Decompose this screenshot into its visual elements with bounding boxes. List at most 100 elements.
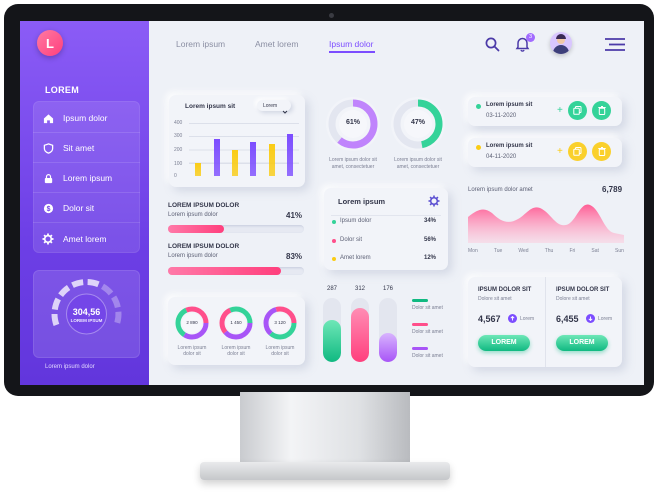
donut-chart-2 xyxy=(391,97,445,151)
stat-1-subtitle: Dolore sit amet xyxy=(478,296,512,302)
donut-2-caption: Lorem ipsum dolor sit amet, consectetuer xyxy=(394,157,442,170)
bar xyxy=(231,149,238,176)
home-icon xyxy=(33,113,63,124)
gear-icon xyxy=(33,233,63,245)
stat-1-button[interactable]: LOREM xyxy=(478,335,530,351)
gauge-segment xyxy=(71,279,84,288)
legend-dot xyxy=(332,257,336,261)
pill-2-fill xyxy=(351,307,369,362)
progress-2-percent: 83% xyxy=(286,252,303,261)
gauge-segment xyxy=(100,283,114,296)
sidebar-item-lorem-ipsum[interactable]: Lorem ipsum xyxy=(33,164,140,193)
bell-icon[interactable] xyxy=(515,36,530,57)
stat-2-value: 6,455 xyxy=(556,314,579,324)
sidebar-item-sit-amet[interactable]: Sit amet xyxy=(33,134,140,163)
trash-icon xyxy=(597,106,606,115)
small-donut-2-caption: Lorem ipsum dolor sit xyxy=(221,345,251,357)
gauge-label: LOREM IPSUM xyxy=(70,318,103,323)
x-tick: Sun xyxy=(615,248,624,254)
gauge-segment xyxy=(58,284,71,298)
bar-plot-area xyxy=(189,123,299,176)
event-dot xyxy=(476,104,481,109)
arrow-down-icon xyxy=(586,314,595,323)
monitor-base xyxy=(200,462,450,480)
bar xyxy=(268,144,275,176)
event-date: 03-11-2020 xyxy=(486,113,517,119)
gauge-segment xyxy=(51,313,60,326)
area-chart xyxy=(468,204,624,243)
sidebar-item-dolor-sit[interactable]: $ Dolor sit xyxy=(33,194,140,223)
legend-label: Amet lorem xyxy=(340,255,371,261)
delete-button[interactable] xyxy=(592,101,611,120)
plus-icon[interactable]: + xyxy=(557,146,563,157)
dropdown-value: Lorem xyxy=(263,103,278,109)
stats-card: IPSUM DOLOR SIT Dolore sit amet 4,567 Lo… xyxy=(468,277,622,367)
copy-icon xyxy=(573,106,582,115)
progress-2-track xyxy=(168,267,304,275)
hamburger-menu-icon[interactable] xyxy=(605,38,625,56)
legend-value: 12% xyxy=(424,255,437,261)
pill-1-value: 287 xyxy=(326,286,337,292)
nav-tab-amet-lorem[interactable]: Amet lorem xyxy=(255,39,299,49)
event-dot xyxy=(476,145,481,150)
sidebar-footer: Lorem ipsum dolor xyxy=(45,364,95,370)
svg-text:$: $ xyxy=(46,205,50,212)
logo[interactable]: L xyxy=(37,30,63,56)
chevron-down-icon xyxy=(282,102,288,120)
event-date: 04-11-2020 xyxy=(486,154,517,160)
sidebar-menu: Ipsum dolor Sit amet Lorem ipsum $ Dolor… xyxy=(33,101,140,253)
legend-value: 56% xyxy=(424,237,437,243)
period-dropdown[interactable]: Lorem xyxy=(257,100,291,114)
y-tick: 300 xyxy=(174,133,183,139)
y-tick: 400 xyxy=(174,120,183,126)
pill-3-fill xyxy=(379,333,397,362)
small-donut-3-caption: Lorem ipsum dolor sit xyxy=(265,345,295,357)
arrow-up-icon xyxy=(508,314,517,323)
small-donut-2-value: 1 450 xyxy=(230,320,242,325)
dollar-icon: $ xyxy=(33,203,63,214)
pill-3-value: 176 xyxy=(382,286,393,292)
copy-icon xyxy=(573,147,582,156)
sidebar-title: LOREM xyxy=(45,85,79,95)
sidebar-item-amet-lorem[interactable]: Amet lorem xyxy=(33,224,140,253)
event-card-1: Lorem ipsum sit 03-11-2020 + xyxy=(468,97,622,126)
sidebar-item-label: Ipsum dolor xyxy=(63,113,108,123)
pill-legend-swatch xyxy=(412,323,428,326)
stat-2-button[interactable]: LOREM xyxy=(556,335,608,351)
nav-tab-lorem-ipsum[interactable]: Lorem ipsum xyxy=(176,39,226,49)
pill-1-track xyxy=(323,298,341,362)
event-title: Lorem ipsum sit xyxy=(486,143,533,149)
progress-1-subtitle: Lorem ipsum dolor xyxy=(168,212,218,218)
gear-icon[interactable] xyxy=(428,194,440,212)
sidebar-item-ipsum-dolor[interactable]: Ipsum dolor xyxy=(33,104,140,133)
small-donut-1-caption: Lorem ipsum dolor sit xyxy=(177,345,207,357)
donut-1-caption: Lorem ipsum dolor sit amet, consectetuer xyxy=(329,157,377,170)
area-x-axis: Mon Tue Wed Thu Fri Sat Sun xyxy=(468,248,624,254)
event-card-2: Lorem ipsum sit 04-11-2020 + xyxy=(468,138,622,167)
bar xyxy=(213,138,220,176)
y-tick: 0 xyxy=(174,173,177,179)
pill-legend-swatch xyxy=(412,299,428,302)
small-donut-3 xyxy=(263,306,297,340)
lock-icon xyxy=(33,173,63,184)
sidebar-item-label: Sit amet xyxy=(63,143,95,153)
stat-1-title: IPSUM DOLOR SIT xyxy=(478,287,532,293)
small-donut-3-value: 3 120 xyxy=(274,320,286,325)
nav-tab-ipsum-dolor[interactable]: Ipsum dolor xyxy=(329,39,374,49)
plus-icon[interactable]: + xyxy=(557,105,563,116)
progress-1-fill xyxy=(168,225,224,233)
bar-chart-title: Lorem ipsum sit xyxy=(185,103,236,110)
copy-button[interactable] xyxy=(568,101,587,120)
copy-button[interactable] xyxy=(568,142,587,161)
delete-button[interactable] xyxy=(592,142,611,161)
area-chart-value: 6,789 xyxy=(602,185,623,194)
search-icon[interactable] xyxy=(485,37,500,57)
dashboard-screen: L LOREM Ipsum dolor Sit amet Lorem ipsum… xyxy=(20,21,644,385)
x-tick: Mon xyxy=(468,248,478,254)
gauge-value: 304,56 xyxy=(72,307,101,317)
y-axis-ticks: 400 300 200 100 0 xyxy=(174,120,186,179)
active-tab-indicator xyxy=(329,51,375,53)
avatar[interactable] xyxy=(550,32,572,54)
legend-value: 34% xyxy=(424,218,437,224)
small-donut-1-value: 2 890 xyxy=(186,320,198,325)
